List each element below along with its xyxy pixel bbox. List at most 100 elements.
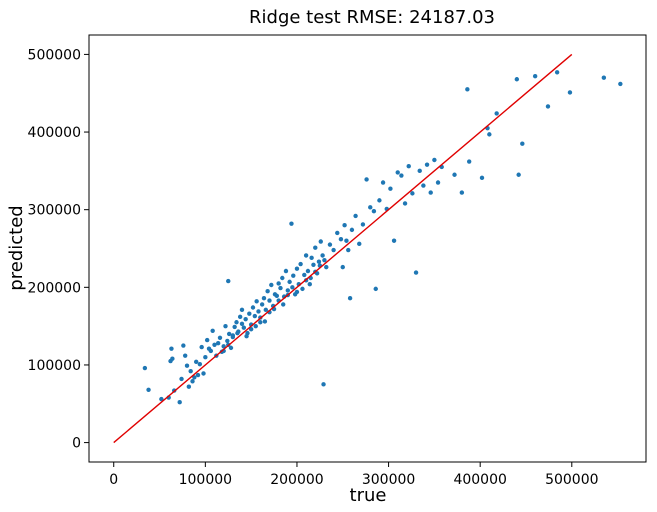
chart-title: Ridge test RMSE: 24187.03 xyxy=(249,7,495,28)
data-point xyxy=(234,320,239,325)
data-point xyxy=(331,247,336,253)
data-point xyxy=(452,172,457,177)
data-point xyxy=(377,198,382,203)
data-point xyxy=(186,384,192,389)
data-point xyxy=(465,87,470,92)
data-point xyxy=(201,371,206,376)
x-tick-label: 200000 xyxy=(270,472,323,488)
y-tick-label: 300000 xyxy=(28,203,81,219)
data-point xyxy=(248,327,254,332)
plot-area xyxy=(88,34,647,463)
data-point xyxy=(290,285,295,290)
data-point xyxy=(177,400,182,405)
data-point xyxy=(294,289,300,295)
data-point xyxy=(364,177,369,182)
data-point xyxy=(421,183,426,188)
data-point xyxy=(252,313,258,319)
data-point xyxy=(226,278,231,284)
data-point xyxy=(261,295,267,301)
x-axis: 0 100000 200000 300000 400000 500000 xyxy=(109,462,599,488)
data-point xyxy=(259,302,265,307)
data-point xyxy=(321,382,326,387)
data-point xyxy=(193,359,199,365)
data-point xyxy=(487,132,492,137)
data-point xyxy=(212,342,217,347)
data-point xyxy=(197,361,203,367)
data-point xyxy=(169,346,174,351)
data-point xyxy=(195,372,201,378)
data-point xyxy=(291,273,296,278)
data-point xyxy=(494,111,499,116)
data-point xyxy=(316,259,322,264)
data-point xyxy=(294,266,300,271)
data-point xyxy=(221,344,226,349)
data-point xyxy=(347,295,353,301)
data-point xyxy=(269,282,274,288)
data-point xyxy=(188,368,193,374)
x-tick-label: 100000 xyxy=(179,472,232,488)
data-point xyxy=(371,209,377,214)
data-point xyxy=(424,162,430,167)
data-point xyxy=(338,236,344,242)
data-point xyxy=(435,180,441,185)
data-point xyxy=(380,180,386,185)
data-point xyxy=(520,141,525,146)
data-point xyxy=(203,354,208,360)
data-point xyxy=(402,201,408,206)
data-point xyxy=(413,270,419,275)
data-point xyxy=(159,396,164,402)
data-point xyxy=(232,324,237,330)
data-point xyxy=(142,365,148,371)
data-point xyxy=(360,222,366,227)
y-axis: 0 100000 200000 300000 400000 500000 xyxy=(28,47,89,452)
data-point xyxy=(146,387,151,392)
data-point xyxy=(388,186,393,191)
data-point xyxy=(283,268,289,274)
data-point xyxy=(285,288,290,293)
data-point xyxy=(313,245,318,250)
data-point xyxy=(302,272,307,278)
points-layer xyxy=(142,70,623,405)
data-point xyxy=(410,191,415,196)
data-point xyxy=(466,159,472,164)
data-point xyxy=(223,323,228,329)
y-tick-label: 100000 xyxy=(28,358,81,374)
x-tick-label: 300000 xyxy=(362,472,415,488)
data-point xyxy=(618,81,623,87)
data-point xyxy=(303,253,309,258)
data-point xyxy=(311,262,316,267)
data-point xyxy=(516,172,521,177)
x-axis-label: true xyxy=(350,485,387,506)
data-point xyxy=(278,285,283,291)
data-point xyxy=(226,331,232,337)
data-point xyxy=(182,353,188,358)
data-point xyxy=(265,289,270,294)
data-point xyxy=(262,319,268,324)
x-tick-label: 400000 xyxy=(453,472,506,488)
data-point xyxy=(225,338,230,344)
data-point xyxy=(256,309,261,314)
data-point xyxy=(204,337,210,343)
data-point xyxy=(344,238,349,243)
data-point xyxy=(192,375,197,380)
data-point xyxy=(353,213,358,219)
data-point xyxy=(170,356,175,361)
data-point xyxy=(391,238,397,243)
data-point xyxy=(215,341,221,346)
data-point xyxy=(289,221,294,226)
data-point xyxy=(307,282,312,287)
data-point xyxy=(368,205,373,210)
data-point xyxy=(217,335,223,340)
data-point xyxy=(567,90,573,95)
data-point xyxy=(243,316,248,322)
data-point xyxy=(250,305,256,310)
data-point xyxy=(373,286,378,292)
data-point xyxy=(335,230,340,236)
data-point xyxy=(258,320,263,325)
data-point xyxy=(181,343,186,348)
data-point xyxy=(322,257,327,263)
data-point xyxy=(230,334,236,340)
x-tick-label: 0 xyxy=(109,472,118,488)
data-point xyxy=(276,281,281,286)
